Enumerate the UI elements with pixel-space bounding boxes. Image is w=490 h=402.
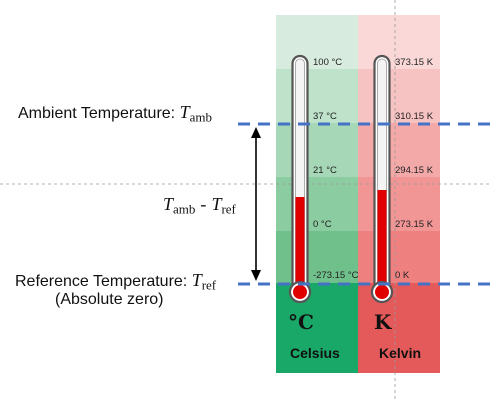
celsius-band xyxy=(276,177,358,231)
kelvin-band xyxy=(358,15,440,69)
ambient-label: Ambient Temperature: Tamb xyxy=(18,102,212,125)
kelvin-tick: 373.15 K xyxy=(395,57,434,68)
celsius-band xyxy=(276,231,358,283)
diff-sub-b: ref xyxy=(221,201,236,217)
celsius-band xyxy=(276,69,358,123)
kelvin-band xyxy=(358,123,440,177)
diff-symbol-a: T xyxy=(163,194,174,214)
kelvin-thermometer xyxy=(370,54,394,304)
celsius-tick: 0 °C xyxy=(313,219,332,230)
reference-label-text: Reference Temperature: xyxy=(15,273,192,290)
celsius-scale-name: Celsius xyxy=(290,345,340,361)
celsius-tick: -273.15 °C xyxy=(313,270,359,281)
kelvin-tick: 273.15 K xyxy=(395,219,434,230)
difference-arrow xyxy=(251,127,261,281)
kelvin-band xyxy=(358,283,440,373)
celsius-tick: 100 °C xyxy=(313,57,343,68)
celsius-tick: 21 °C xyxy=(313,165,337,176)
kelvin-scale-name: Kelvin xyxy=(379,345,422,361)
celsius-band xyxy=(276,123,358,177)
celsius-thermometer xyxy=(288,54,312,304)
ambient-symbol: T xyxy=(179,102,190,122)
celsius-column xyxy=(276,15,358,373)
diff-minus: - xyxy=(200,194,207,214)
diff-sub-a: amb xyxy=(173,201,196,217)
kelvin-column xyxy=(358,15,440,373)
celsius-band xyxy=(276,283,358,373)
ambient-label-text: Ambient Temperature: xyxy=(18,105,180,122)
reference-label: Reference Temperature: Tref xyxy=(15,270,216,293)
celsius-band xyxy=(276,15,358,69)
kelvin-tick: 310.15 K xyxy=(395,111,434,122)
reference-subscript: ref xyxy=(201,277,217,293)
kelvin-band xyxy=(358,231,440,283)
difference-label: Tamb - Tref xyxy=(163,194,236,217)
celsius-tick: 37 °C xyxy=(313,111,337,122)
ambient-subscript: amb xyxy=(189,109,212,125)
kelvin-band xyxy=(358,177,440,231)
diff-symbol-b: T xyxy=(211,194,222,214)
kelvin-band xyxy=(358,69,440,123)
reference-symbol: T xyxy=(191,270,202,290)
kelvin-unit-symbol: K xyxy=(374,310,392,334)
kelvin-mercury xyxy=(377,190,387,289)
kelvin-tick: 294.15 K xyxy=(395,165,434,176)
celsius-mercury xyxy=(295,197,305,289)
kelvin-tick: 0 K xyxy=(395,270,410,281)
celsius-unit-symbol: °C xyxy=(288,310,314,334)
absolute-zero-note: (Absolute zero) xyxy=(55,291,164,308)
